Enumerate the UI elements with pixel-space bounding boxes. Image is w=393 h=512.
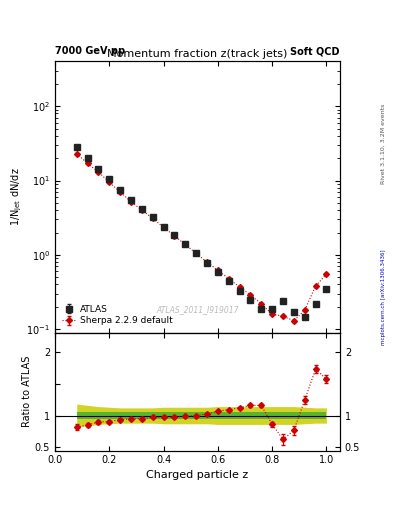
Title: Momentum fraction z(track jets): Momentum fraction z(track jets)	[107, 49, 288, 59]
Legend: ATLAS, Sherpa 2.2.9 default: ATLAS, Sherpa 2.2.9 default	[59, 302, 176, 328]
Text: mcplots.cern.ch [arXiv:1306.3436]: mcplots.cern.ch [arXiv:1306.3436]	[381, 249, 386, 345]
Y-axis label: 1/N$_\mathregular{jet}$ dN/dz: 1/N$_\mathregular{jet}$ dN/dz	[9, 168, 24, 226]
Text: Rivet 3.1.10, 3.2M events: Rivet 3.1.10, 3.2M events	[381, 103, 386, 183]
Y-axis label: Ratio to ATLAS: Ratio to ATLAS	[22, 356, 32, 428]
Text: 7000 GeV pp: 7000 GeV pp	[55, 46, 125, 56]
Text: Soft QCD: Soft QCD	[290, 46, 340, 56]
Text: ATLAS_2011_I919017: ATLAS_2011_I919017	[156, 305, 239, 314]
X-axis label: Charged particle z: Charged particle z	[146, 470, 249, 480]
